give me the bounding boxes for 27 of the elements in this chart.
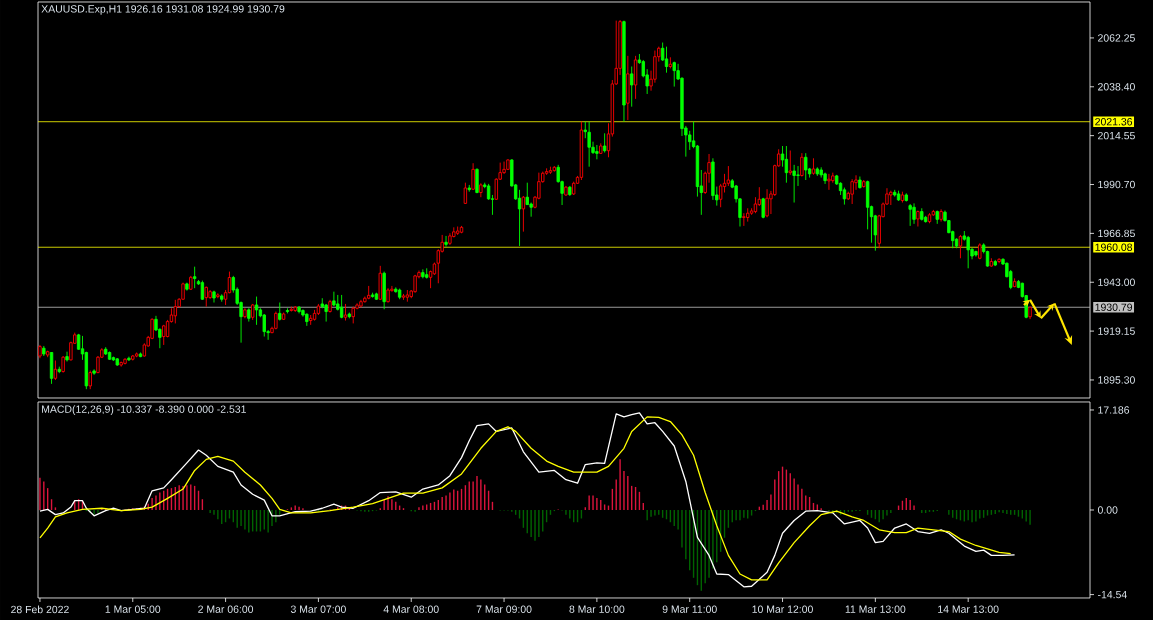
x-tick-label: 11 Mar 13:00 xyxy=(845,605,906,613)
x-tick-label: 8 Mar 10:00 xyxy=(569,605,625,613)
x-tick-label: 3 Mar 07:00 xyxy=(290,605,346,613)
x-tick-label: 14 Mar 13:00 xyxy=(938,605,999,613)
x-tick-label: 7 Mar 09:00 xyxy=(476,605,532,613)
x-tick-label: 1 Mar 05:00 xyxy=(105,605,161,613)
y-tick-label: 1919.15 xyxy=(1098,327,1135,335)
y-tick-label: 0.00 xyxy=(1097,506,1118,514)
x-tick-label: 10 Mar 12:00 xyxy=(752,605,813,613)
y-tick-label: 2062.25 xyxy=(1098,34,1135,42)
x-tick-label: 4 Mar 08:00 xyxy=(383,605,439,613)
chart-title: XAUUSD.Exp,H1 1926.16 1931.08 1924.99 1930.79 xyxy=(41,5,285,15)
y-tick-label: 17.186 xyxy=(1098,406,1130,414)
y-tick-label: 1990.70 xyxy=(1098,180,1135,189)
ref-line-label: 2021.36 xyxy=(1095,118,1133,126)
y-tick-label: -14.54 xyxy=(1098,590,1127,599)
x-tick-label: 2 Mar 06:00 xyxy=(198,605,254,613)
ref-line-label: 1960.08 xyxy=(1095,243,1133,251)
y-tick-label: 2038.40 xyxy=(1098,83,1135,91)
y-tick-label: 1943.00 xyxy=(1098,278,1135,286)
chart-title: MACD(12,26,9) -10.337 -8.390 0.000 -2.531 xyxy=(42,405,246,415)
x-tick-label: 28 Feb 2022 xyxy=(11,605,69,614)
y-tick-label: 1895.30 xyxy=(1098,376,1135,384)
y-tick-label: 2014.55 xyxy=(1098,131,1135,140)
x-tick-label: 9 Mar 11:00 xyxy=(662,605,717,613)
y-tick-label: 1966.85 xyxy=(1098,229,1135,238)
ref-line-label: 1930.79 xyxy=(1095,303,1133,311)
